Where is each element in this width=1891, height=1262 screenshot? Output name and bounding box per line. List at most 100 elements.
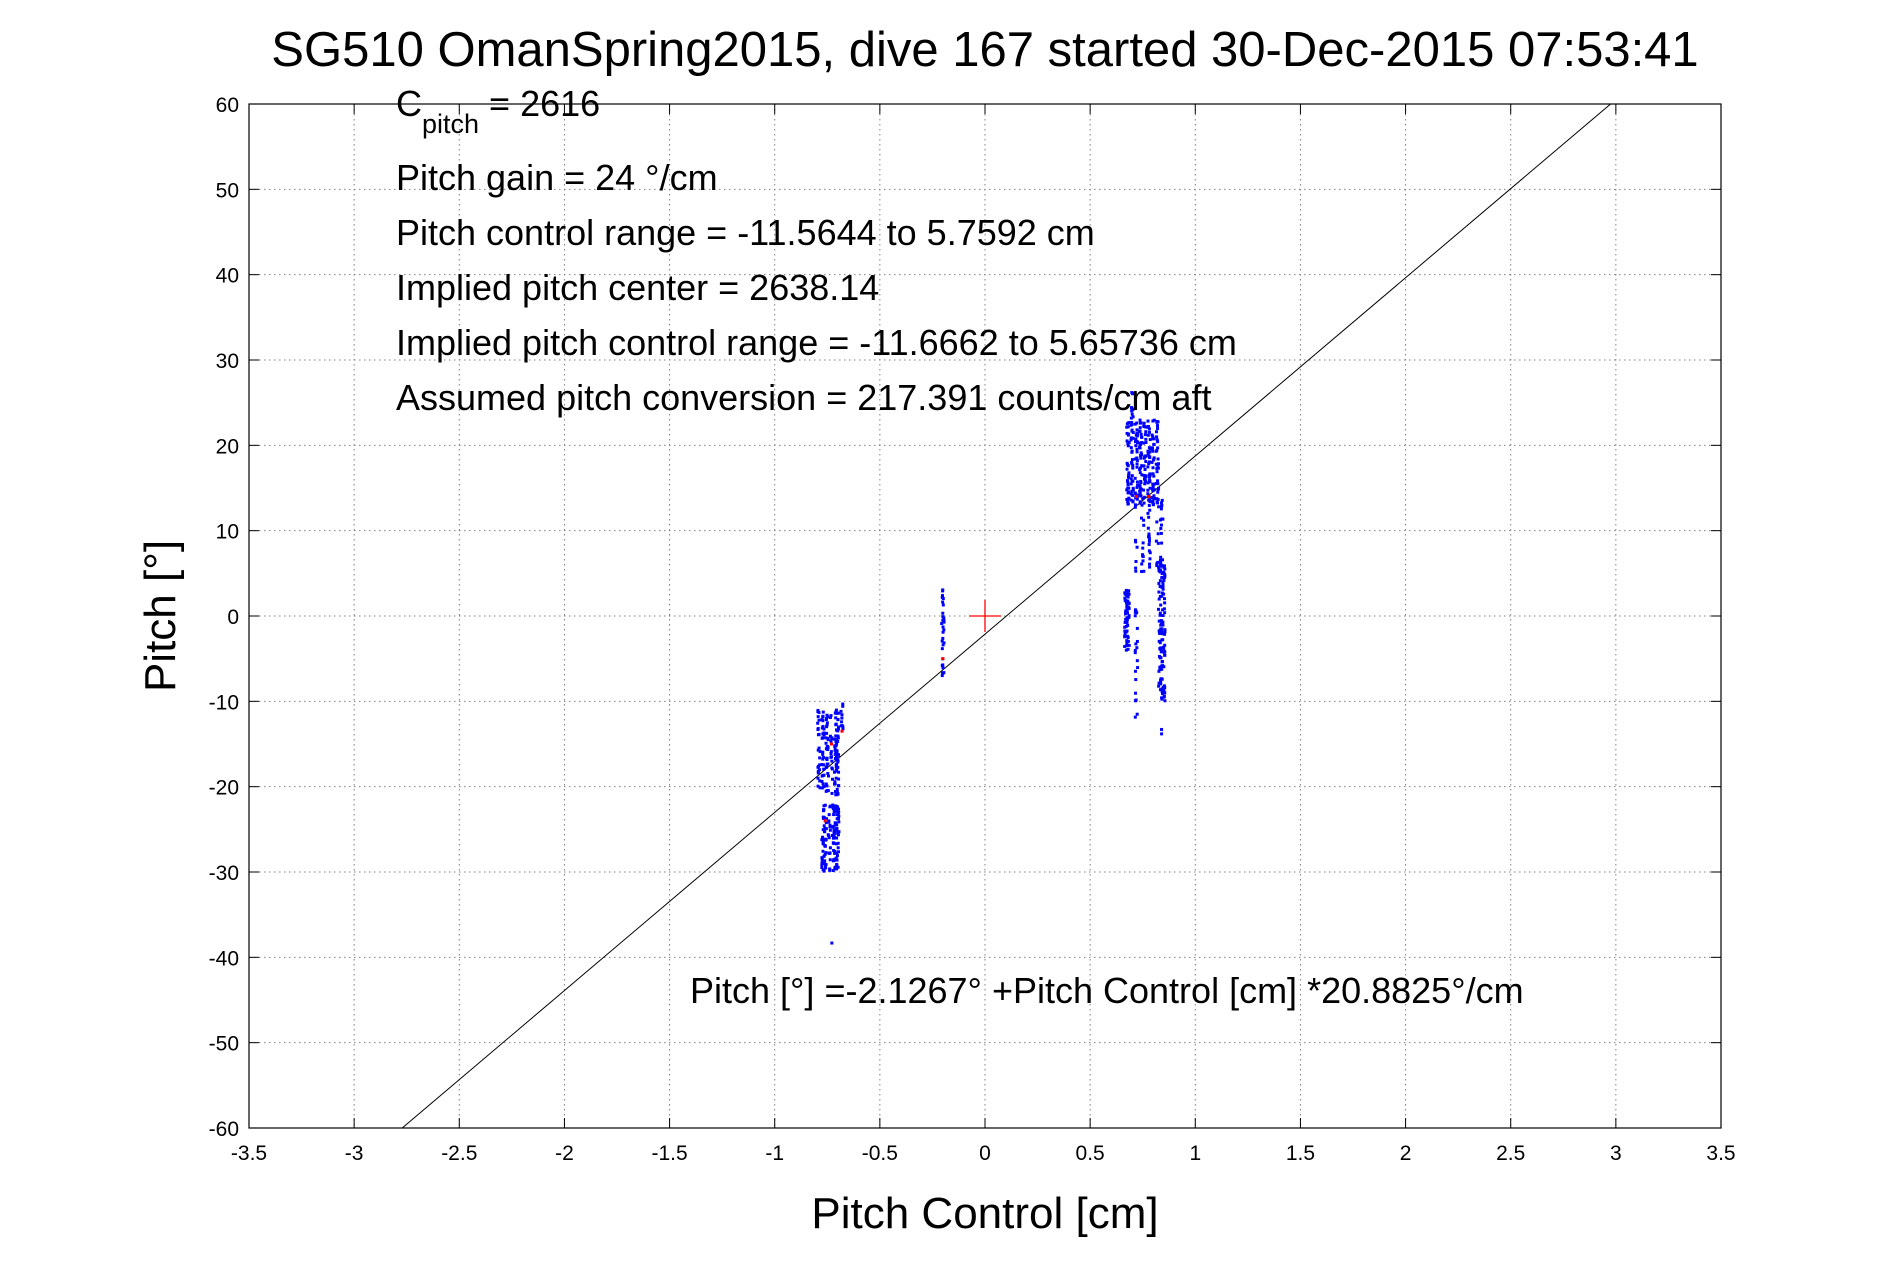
data-point: [1133, 503, 1137, 507]
data-point: [1151, 449, 1155, 453]
data-point: [1142, 441, 1146, 445]
data-point: [1161, 689, 1165, 693]
y-tick-label: -30: [209, 862, 239, 885]
data-point: [834, 722, 838, 726]
data-point: [1126, 480, 1130, 484]
data-point: [1163, 650, 1167, 654]
data-point: [816, 769, 820, 773]
data-point: [1162, 570, 1166, 574]
data-point: [816, 721, 820, 725]
data-point: [821, 782, 825, 786]
data-point: [1159, 603, 1163, 607]
data-point: [1157, 607, 1161, 611]
data-point: [1161, 517, 1165, 521]
data-point: [1147, 503, 1151, 507]
data-point: [1124, 599, 1128, 603]
data-point: [830, 791, 834, 795]
data-point: [1148, 455, 1152, 459]
data-point: [941, 625, 945, 629]
data-point: [1159, 619, 1163, 623]
data-point: [941, 589, 945, 593]
data-point: [1126, 590, 1130, 594]
data-point: [1125, 479, 1129, 483]
x-tick-label: 0.5: [1076, 1142, 1105, 1165]
y-tick-label: -60: [209, 1118, 239, 1141]
data-point: [940, 647, 944, 651]
annotation-c-pitch: Cpitch = 2616: [396, 83, 600, 139]
data-point: [822, 785, 826, 789]
data-point: [1138, 471, 1142, 475]
data-point: [1135, 497, 1139, 501]
data-point: [1147, 539, 1151, 543]
data-point: [816, 748, 820, 752]
data-point: [1129, 446, 1133, 450]
data-point: [1152, 437, 1156, 441]
data-point: [816, 776, 820, 780]
data-point: [942, 641, 946, 645]
data-point: [1133, 614, 1137, 618]
data-point: [1139, 451, 1143, 455]
data-point: [1135, 465, 1139, 469]
data-point: [1146, 433, 1150, 437]
data-point: [822, 862, 826, 866]
data-point: [821, 842, 825, 846]
data-point: [836, 805, 840, 809]
data-point: [1146, 449, 1150, 453]
data-point: [942, 671, 946, 675]
data-point: [1124, 624, 1128, 628]
data-point: [1138, 426, 1142, 430]
data-point: [1134, 642, 1138, 646]
data-point: [833, 780, 837, 784]
data-point: [1142, 488, 1146, 492]
data-point: [1161, 614, 1165, 618]
data-point: [1150, 460, 1154, 464]
data-point: [1127, 440, 1131, 444]
data-point: [1147, 532, 1151, 536]
data-point: [1130, 474, 1134, 478]
data-point: [941, 643, 945, 647]
selected-points: [823, 495, 1151, 823]
data-point: [1125, 497, 1129, 501]
data-point: [1146, 452, 1150, 456]
data-point: [1142, 464, 1146, 468]
data-point: [1160, 563, 1164, 567]
data-point: [1141, 546, 1145, 550]
data-point: [833, 849, 837, 853]
data-point: [834, 758, 838, 762]
data-point: [822, 854, 826, 858]
c-pitch-subscript: pitch: [422, 109, 479, 139]
data-point: [1151, 487, 1155, 491]
y-tick-label: 30: [216, 350, 239, 373]
data-point: [835, 728, 839, 732]
data-point: [1162, 579, 1166, 583]
data-point: [1135, 646, 1139, 650]
data-point: [1133, 457, 1137, 461]
data-point: [1147, 543, 1151, 547]
data-point: [1148, 557, 1152, 561]
data-point: [836, 734, 840, 738]
data-point: [828, 851, 832, 855]
fit-line: [401, 104, 1612, 1128]
data-point: [1139, 479, 1143, 483]
data-point: [1147, 427, 1151, 431]
data-point: [824, 747, 828, 751]
c-pitch-prefix: C: [396, 83, 422, 124]
data-point: [1133, 651, 1137, 655]
data-point: [817, 718, 821, 722]
data-point: [1157, 597, 1161, 601]
data-point: [1131, 488, 1135, 492]
data-point: [823, 852, 827, 856]
data-point: [830, 759, 834, 763]
data-point: [1158, 656, 1162, 660]
data-point: [1134, 444, 1138, 448]
data-point: [828, 825, 832, 829]
data-point: [823, 830, 827, 834]
data-point: [1159, 504, 1163, 508]
chart-title: SG510 OmanSpring2015, dive 167 started 3…: [271, 23, 1698, 77]
data-point: [827, 819, 831, 823]
data-point: [1144, 440, 1148, 444]
x-tick-label: 2.5: [1496, 1142, 1525, 1165]
selected-point: [840, 729, 844, 733]
data-point: [822, 755, 826, 759]
data-point: [1157, 462, 1161, 466]
